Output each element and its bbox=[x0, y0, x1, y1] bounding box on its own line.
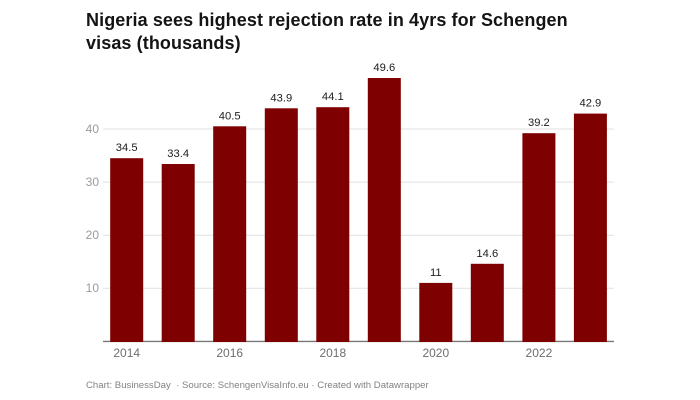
svg-text:2020: 2020 bbox=[422, 346, 449, 360]
svg-text:2018: 2018 bbox=[319, 346, 346, 360]
svg-text:40: 40 bbox=[86, 122, 100, 136]
svg-text:11: 11 bbox=[430, 267, 442, 279]
svg-text:44.1: 44.1 bbox=[322, 91, 344, 103]
svg-text:34.5: 34.5 bbox=[116, 142, 138, 154]
svg-text:2014: 2014 bbox=[113, 346, 140, 360]
svg-text:40.5: 40.5 bbox=[219, 110, 241, 122]
svg-text:49.6: 49.6 bbox=[373, 62, 395, 74]
svg-text:14.6: 14.6 bbox=[476, 248, 498, 260]
svg-text:2016: 2016 bbox=[216, 346, 243, 360]
svg-text:39.2: 39.2 bbox=[528, 117, 550, 129]
svg-text:43.9: 43.9 bbox=[270, 92, 292, 104]
svg-text:33.4: 33.4 bbox=[167, 148, 189, 160]
svg-text:20: 20 bbox=[86, 228, 100, 242]
svg-text:10: 10 bbox=[86, 281, 100, 295]
svg-text:42.9: 42.9 bbox=[580, 98, 602, 110]
svg-text:30: 30 bbox=[86, 175, 100, 189]
svg-text:2022: 2022 bbox=[526, 346, 553, 360]
